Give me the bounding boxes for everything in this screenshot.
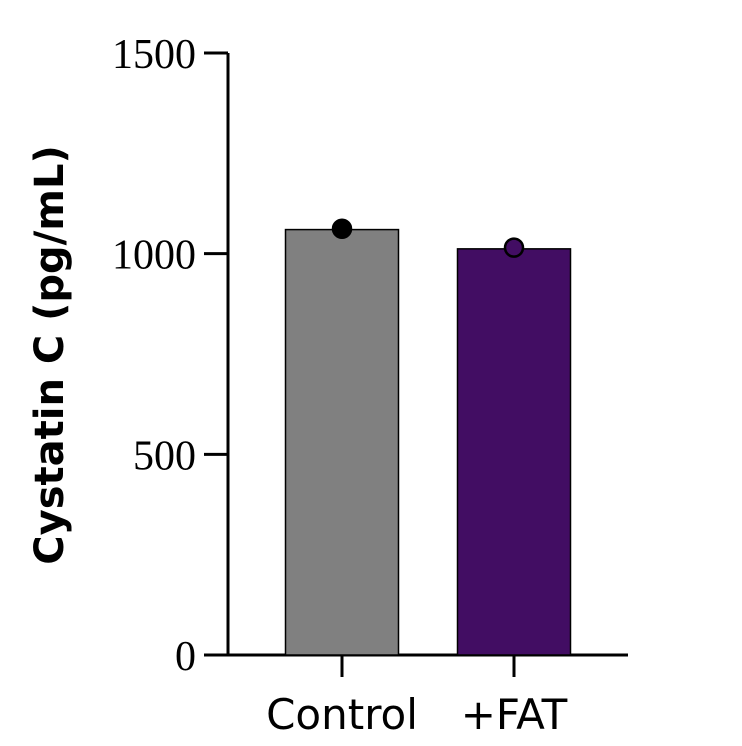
bars-group <box>284 228 572 656</box>
y-tick-label: 1500 <box>112 32 196 78</box>
data-point <box>331 218 353 240</box>
x-ticks-group: Control +FAT <box>266 655 568 739</box>
bar-control <box>284 228 400 656</box>
y-axis-title: Cystatin C (pg/mL) <box>27 145 73 564</box>
bar-fat <box>456 248 572 656</box>
y-tick-label: 0 <box>175 634 196 680</box>
points-group <box>331 218 525 258</box>
y-tick-label: 1000 <box>112 233 196 279</box>
y-tick-label: 500 <box>133 433 196 479</box>
x-tick-label: +FAT <box>461 690 568 739</box>
data-point <box>503 237 525 258</box>
x-tick-label: Control <box>266 690 418 739</box>
y-ticks-group: 0 500 1000 1500 <box>112 32 228 680</box>
